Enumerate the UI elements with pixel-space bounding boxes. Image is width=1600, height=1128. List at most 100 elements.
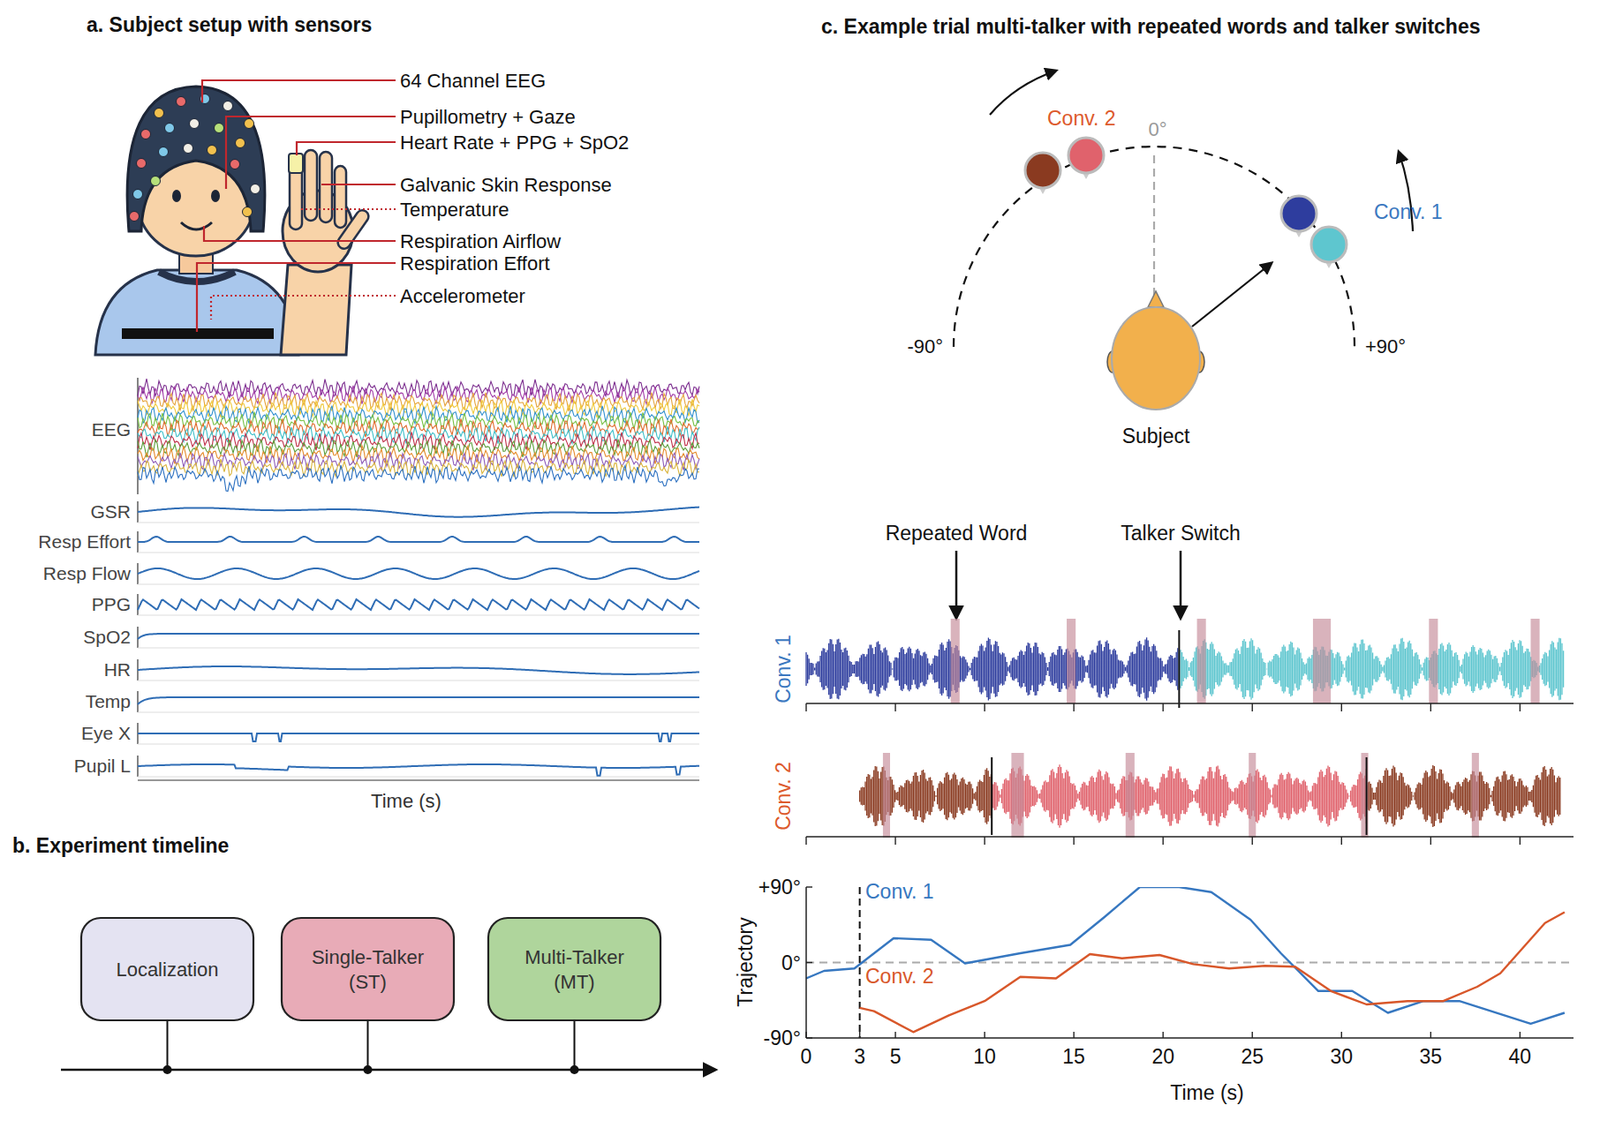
- signal-time-axis: [137, 779, 700, 781]
- electrode: [165, 123, 175, 134]
- angle-label: -90°: [906, 335, 944, 358]
- waveform-segment: [860, 766, 992, 827]
- series-label: Conv. 2: [865, 965, 935, 989]
- stage-dot: [163, 1065, 173, 1075]
- stage-label: Multi-Talker: [524, 946, 624, 969]
- signal-baseline: [137, 744, 700, 746]
- signal-label: Pupil L: [74, 755, 131, 777]
- track-tick: [1252, 703, 1253, 712]
- electrode: [183, 143, 194, 154]
- electrode: [133, 189, 144, 200]
- annotation: Repeated Word: [885, 521, 1028, 545]
- signal-label: Resp Flow: [43, 563, 132, 584]
- sensor-label: Respiration Airflow: [400, 230, 561, 253]
- track-tick: [983, 837, 985, 846]
- eeg-trace: [137, 438, 700, 459]
- electrode: [136, 158, 147, 169]
- signal-axis: [136, 691, 138, 713]
- conversation-label: Conv. 1: [1373, 200, 1443, 224]
- repeated-word: [1066, 618, 1076, 704]
- trajectory-line: [806, 887, 1565, 1025]
- trajectory-line: [860, 913, 1565, 1034]
- subject-nose: [1147, 291, 1164, 308]
- angle-label: 0°: [1147, 118, 1167, 141]
- stage-label: Localization: [115, 958, 219, 982]
- axis-label: Time (s): [370, 790, 442, 813]
- leader-line: [211, 295, 396, 320]
- y-tick-label: 0°: [781, 951, 801, 975]
- x-tick: [805, 1032, 807, 1039]
- y-tick-label: +90°: [758, 875, 801, 899]
- finger: [334, 166, 347, 228]
- eeg-cap: [127, 86, 265, 232]
- signal-baseline: [137, 680, 700, 682]
- signal-baseline: [137, 522, 700, 524]
- thumb: [335, 208, 371, 252]
- track-tick: [1341, 837, 1343, 846]
- leader-line: [296, 142, 396, 156]
- panel-title: b. Experiment timeline: [12, 834, 229, 858]
- stage-label: (ST): [348, 971, 387, 994]
- signal-label: Resp Effort: [37, 531, 131, 552]
- signal-trace: [137, 633, 700, 640]
- signal-trace: [137, 568, 700, 580]
- repeated-word: [1011, 753, 1024, 838]
- y-tick-label: -90°: [763, 1026, 801, 1050]
- arm: [280, 264, 352, 355]
- track-tick: [894, 837, 896, 846]
- figure: a. Subject setup with sensors64 Channel …: [0, 0, 1600, 1128]
- repeated-word: [1248, 753, 1256, 838]
- stage-stem: [367, 1020, 370, 1071]
- eeg-trace: [137, 412, 700, 432]
- stage-dot: [363, 1065, 373, 1075]
- eeg-trace: [137, 458, 700, 477]
- x-axis: [806, 1037, 1574, 1040]
- repeated-word: [1125, 753, 1135, 838]
- signal-trace: [137, 733, 700, 742]
- stage-stem: [573, 1020, 576, 1071]
- eeg-trace: [137, 465, 700, 491]
- waveform-segment: [1178, 638, 1563, 702]
- x-tick: [1430, 1032, 1432, 1039]
- leader-line: [203, 226, 396, 242]
- talker-head: [1311, 226, 1347, 263]
- electrode: [207, 145, 218, 156]
- sensor-label: Heart Rate + PPG + SpO2: [400, 131, 629, 154]
- electrode: [235, 138, 246, 149]
- stage-stem: [166, 1020, 169, 1071]
- y-tick: [806, 962, 813, 964]
- track-tick: [1341, 703, 1343, 712]
- talker-head: [1281, 196, 1317, 232]
- x-tick: [1072, 1032, 1074, 1039]
- track-tick: [1072, 703, 1074, 712]
- electrode: [158, 147, 169, 158]
- signal-label: GSR: [90, 501, 131, 522]
- track-tick: [1162, 703, 1163, 712]
- leader-line: [196, 263, 396, 333]
- talker-head: [1068, 137, 1104, 174]
- timeline-arrow: [60, 1069, 716, 1072]
- finger-sensor: [288, 153, 303, 174]
- eye: [211, 189, 220, 203]
- x-tick: [983, 1032, 985, 1039]
- annotation-arrow: [1179, 550, 1183, 619]
- gaze-arrow: [1192, 263, 1272, 327]
- repeated-word: [1361, 753, 1369, 838]
- signal-label: HR: [104, 659, 131, 680]
- signal-baseline: [137, 712, 700, 714]
- annotation: Talker Switch: [1120, 521, 1240, 545]
- signal-trace: [137, 697, 700, 705]
- electrode: [242, 207, 253, 218]
- signal-trace: [137, 507, 700, 518]
- signal-baseline: [137, 777, 700, 778]
- subject-cartoon: [95, 86, 371, 355]
- track-tick: [805, 703, 807, 712]
- signal-label: Temp: [85, 691, 131, 712]
- repeated-word: [1428, 618, 1438, 704]
- track-axis: [806, 836, 1574, 838]
- x-tick: [1341, 1032, 1343, 1039]
- axis-label: Trajectory: [733, 917, 757, 1008]
- signal-baseline: [137, 648, 700, 650]
- signal-axis: [136, 626, 138, 649]
- signal-trace: [137, 599, 700, 611]
